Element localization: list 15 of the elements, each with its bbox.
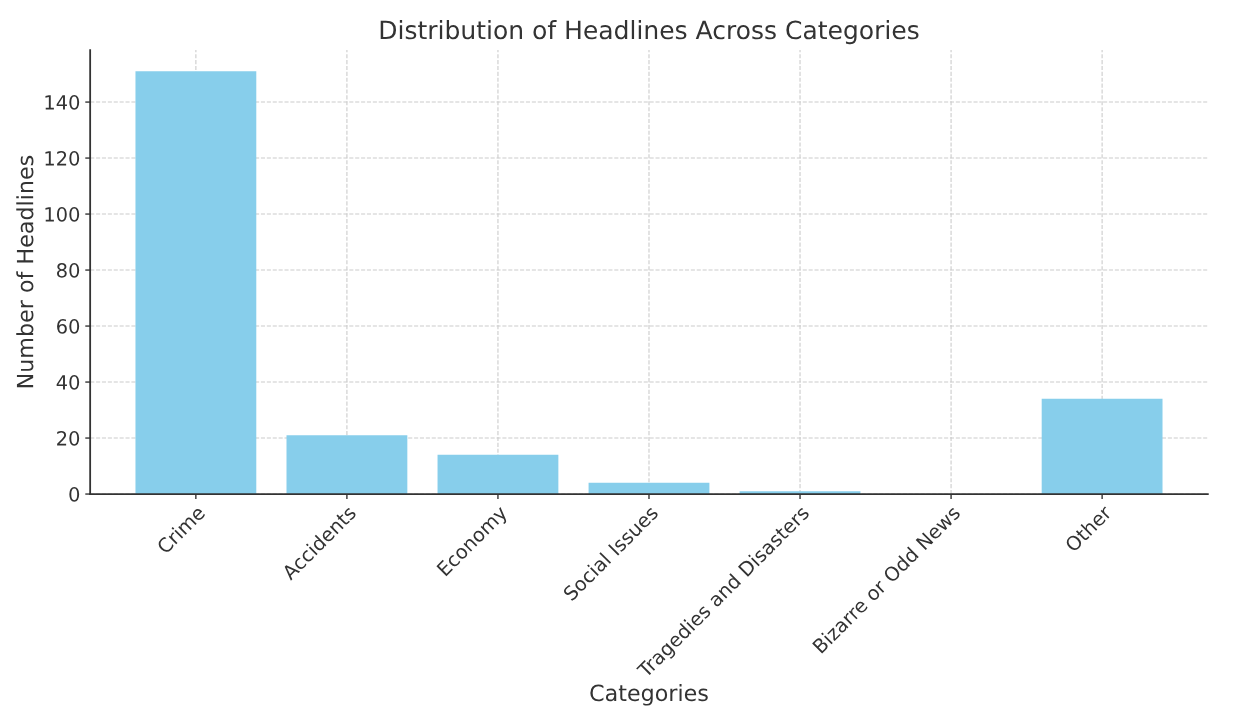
y-axis-title: Number of Headlines [16,155,34,388]
y-tick-label: 60 [57,319,80,334]
y-tick-label: 20 [57,431,80,446]
y-tick-label: 80 [57,263,80,278]
bar [286,435,408,495]
x-axis-title: Categories [590,684,708,706]
y-tick-label: 0 [69,487,80,502]
y-tick-label: 40 [56,375,80,390]
y-tick-label: 120 [45,151,80,166]
y-tick-label: 100 [45,207,80,222]
bar [1041,398,1163,495]
chart-title: Distribution of Headlines Across Categories [380,20,919,45]
y-tick-label: 140 [45,95,80,110]
bar [437,454,559,495]
bar [135,71,257,495]
